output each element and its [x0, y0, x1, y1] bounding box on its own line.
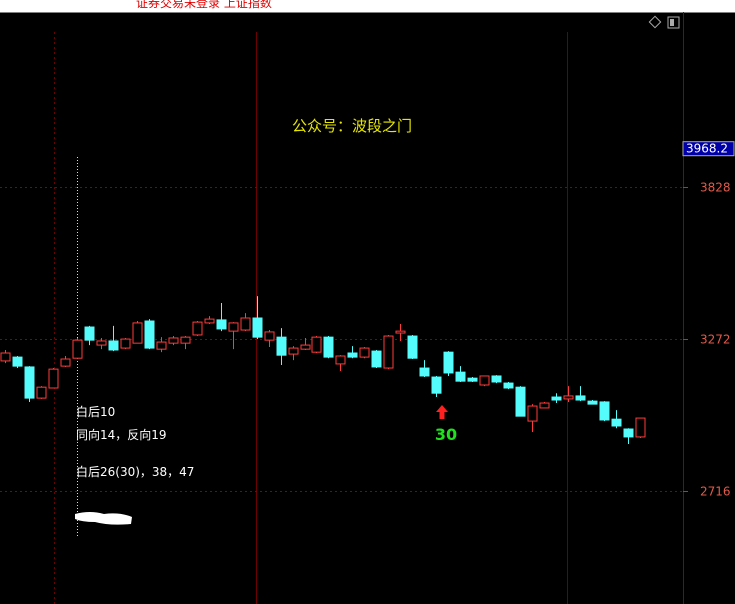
candle-body — [96, 340, 107, 346]
y-tick-label: 3828 — [700, 181, 731, 195]
annotation: 白后26(30)，38，47 — [76, 464, 194, 479]
candle-body — [431, 376, 442, 394]
candle-body — [108, 340, 119, 351]
candle-body — [443, 351, 454, 374]
candle-body — [24, 366, 35, 399]
signal-arrow — [436, 405, 448, 419]
candle-body — [467, 377, 478, 382]
candle-body — [599, 401, 610, 421]
candle-body — [36, 386, 47, 399]
candle-body — [587, 400, 598, 405]
candle-body — [120, 338, 131, 349]
candle-body — [0, 352, 11, 362]
candle-body — [539, 402, 550, 409]
candle-body — [407, 335, 418, 359]
chart-title: 公众号：波段之门 — [292, 117, 412, 135]
window-button-icon — [670, 19, 674, 26]
candle-body — [252, 317, 263, 338]
candle-body — [455, 371, 466, 382]
candle-body — [240, 317, 251, 331]
candle-body — [491, 375, 502, 383]
candle-body — [84, 326, 95, 341]
candle-body — [563, 395, 574, 400]
annotation: 白后10 — [76, 404, 115, 419]
candle-body — [264, 331, 275, 341]
candle-body — [72, 339, 83, 359]
candle-body — [611, 418, 622, 427]
candle-body — [132, 322, 143, 344]
candle-body — [228, 322, 239, 332]
candle-body — [515, 386, 526, 417]
candle-body — [144, 320, 155, 349]
candle-body — [383, 335, 394, 369]
candle-body — [371, 350, 382, 368]
candle-body — [503, 382, 514, 389]
candle-body — [48, 368, 59, 389]
redaction — [75, 512, 132, 525]
candle-body — [288, 347, 299, 355]
candle-body — [323, 336, 334, 358]
candle-body — [623, 428, 634, 438]
signal-label: 30 — [435, 425, 457, 444]
status-text: 证券交易未登录 上证指数 — [136, 0, 272, 10]
candle-body — [347, 352, 358, 358]
candle-body — [192, 321, 203, 336]
y-tick-label: 3272 — [700, 333, 731, 347]
candle-body — [60, 358, 71, 367]
candle-body — [527, 405, 538, 422]
candle-body — [359, 347, 370, 358]
candle-body — [168, 337, 179, 344]
candle-body — [395, 330, 406, 334]
last-value-box — [682, 141, 735, 157]
last-value-label: 3968.2 — [686, 142, 728, 156]
candle-body — [204, 318, 215, 324]
window-button[interactable] — [667, 16, 680, 29]
candle-body — [335, 355, 346, 365]
status-bar — [0, 0, 735, 12]
candle-body — [156, 341, 167, 350]
candle-body — [180, 336, 191, 344]
candle-body — [419, 367, 430, 377]
candle-body — [300, 344, 311, 350]
candle-body — [635, 417, 646, 438]
annotation: 同向14，反向19 — [76, 427, 167, 442]
candle-body — [575, 395, 586, 401]
y-tick-label: 2716 — [700, 485, 731, 499]
candle-body — [12, 356, 23, 367]
candle-body — [311, 336, 322, 353]
candle-body — [551, 396, 562, 401]
candle-body — [216, 319, 227, 330]
candle-body — [479, 375, 490, 386]
diamond-button[interactable] — [648, 15, 662, 29]
candle-body — [276, 336, 287, 356]
